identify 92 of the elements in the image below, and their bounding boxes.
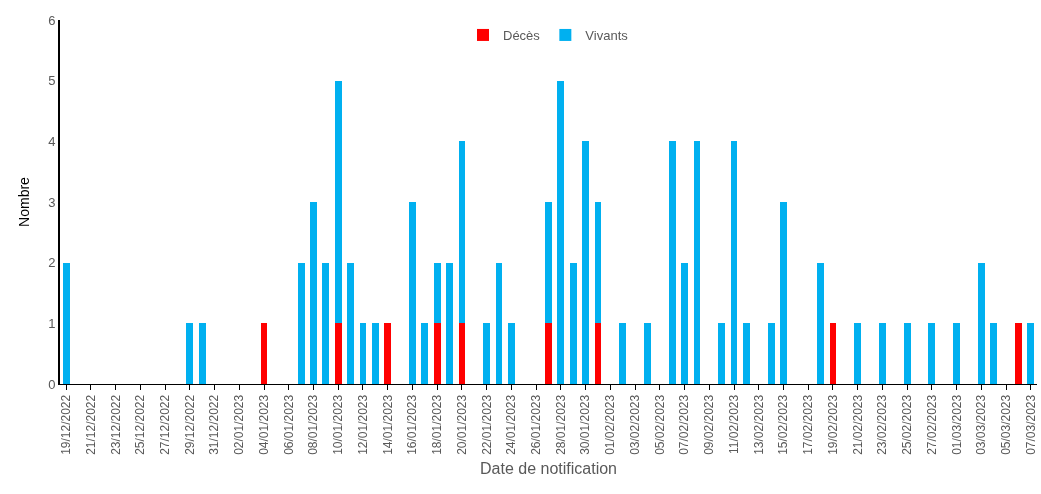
x-tick-label: 23/02/2023: [875, 394, 890, 455]
x-tick-label: 05/03/2023: [998, 394, 1013, 455]
x-tick-label: 25/12/2022: [133, 394, 148, 455]
x-tick-label: 10/01/2023: [331, 394, 346, 455]
x-tick-label: 13/02/2023: [751, 394, 766, 455]
bar: [644, 323, 651, 384]
bar: [545, 202, 552, 324]
bar: [347, 262, 355, 384]
bar: [433, 262, 441, 324]
bar: [879, 323, 886, 384]
x-tick-label: 04/01/2023: [256, 394, 271, 455]
bar: [990, 323, 998, 384]
bar: [334, 323, 342, 384]
x-tick-label: 27/12/2022: [158, 394, 173, 455]
x-axis-title: Date de notification: [480, 459, 617, 477]
bar: [557, 80, 565, 384]
x-tick-label: 15/02/2023: [776, 394, 791, 455]
bar: [668, 141, 676, 384]
bar: [409, 202, 416, 384]
bar: [953, 323, 961, 384]
bar: [742, 323, 750, 384]
bar: [817, 262, 824, 384]
bar: [681, 262, 688, 384]
bar: [854, 323, 862, 384]
bar: [198, 323, 206, 384]
bar: [767, 323, 775, 384]
y-tick-label: 2: [48, 255, 56, 271]
x-tick-label: 03/02/2023: [627, 394, 642, 455]
x-tick-label: 11/02/2023: [726, 394, 741, 454]
y-tick-label: 5: [48, 73, 56, 89]
bar: [322, 262, 330, 384]
y-tick-label: 0: [48, 376, 56, 392]
bar: [62, 262, 70, 384]
x-tick-label: 27/02/2023: [924, 394, 939, 455]
bar: [1015, 323, 1022, 384]
bar: [928, 323, 936, 384]
x-tick-label: 12/01/2023: [355, 394, 370, 455]
bar: [545, 323, 552, 384]
y-tick-label: 6: [48, 12, 56, 28]
bar: [384, 323, 392, 384]
x-tick-label: 23/12/2022: [108, 394, 123, 455]
y-axis-title: Nombre: [16, 176, 33, 227]
bar: [977, 262, 985, 384]
x-tick-label: 01/03/2023: [949, 394, 964, 455]
bar: [780, 202, 787, 384]
x-tick-label: 03/03/2023: [974, 394, 989, 455]
x-tick-label: 09/02/2023: [702, 394, 717, 455]
bar: [310, 202, 317, 384]
x-tick-label: 20/01/2023: [454, 394, 469, 455]
bar: [421, 323, 429, 384]
legend-label: Décès: [503, 28, 541, 44]
x-tick-label: 19/12/2022: [59, 394, 74, 455]
bar: [582, 141, 589, 384]
bar: [483, 323, 491, 384]
x-tick-label: 30/01/2023: [578, 394, 593, 455]
x-tick-label: 22/01/2023: [479, 394, 494, 455]
x-tick-label: 08/01/2023: [306, 394, 321, 455]
x-tick-label: 21/12/2022: [83, 394, 98, 455]
bar: [433, 323, 441, 384]
bar: [903, 323, 911, 384]
x-tick-label: 02/01/2023: [232, 394, 247, 455]
x-tick-label: 17/02/2023: [801, 394, 816, 455]
x-tick-label: 07/03/2023: [1023, 394, 1038, 455]
x-tick-label: 14/01/2023: [380, 394, 395, 455]
x-tick-label: 21/02/2023: [850, 394, 865, 455]
x-tick-label: 06/01/2023: [281, 394, 296, 455]
x-tick-label: 28/01/2023: [553, 394, 568, 455]
bar: [619, 323, 627, 384]
x-tick-label: 24/01/2023: [504, 394, 519, 455]
x-tick-label: 29/12/2022: [182, 394, 197, 455]
bar: [718, 323, 726, 384]
bar: [569, 262, 577, 384]
x-tick-label: 07/02/2023: [677, 394, 692, 455]
x-tick-label: 19/02/2023: [825, 394, 840, 455]
bar: [186, 323, 194, 384]
bar: [508, 323, 515, 384]
x-tick-label: 26/01/2023: [529, 394, 544, 455]
bar: [371, 323, 379, 384]
legend-label: Vivants: [585, 28, 629, 44]
x-tick-label: 25/02/2023: [900, 394, 915, 455]
bar: [446, 262, 453, 384]
bar: [297, 262, 305, 384]
bar: [1027, 323, 1035, 384]
x-tick-label: 18/01/2023: [430, 394, 445, 455]
x-tick-label: 16/01/2023: [405, 394, 420, 455]
x-tick-label: 31/12/2022: [207, 394, 222, 455]
y-tick-label: 4: [48, 133, 56, 149]
x-tick-label: 05/02/2023: [652, 394, 667, 455]
y-tick-label: 3: [48, 194, 56, 210]
y-tick-label: 1: [48, 315, 56, 331]
x-tick-label: 01/02/2023: [603, 394, 618, 455]
bar: [334, 80, 342, 324]
